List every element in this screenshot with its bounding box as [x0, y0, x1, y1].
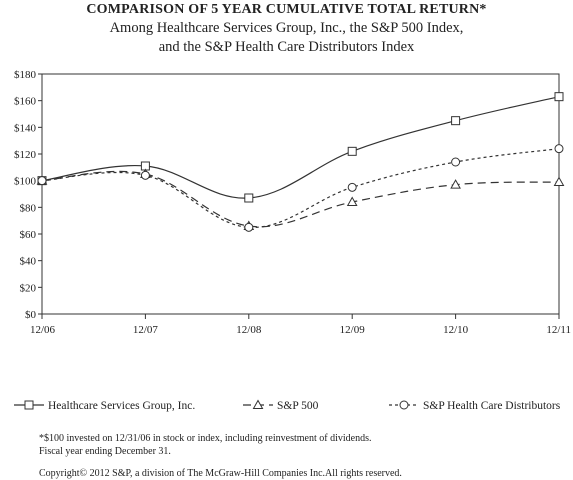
- data-point-healthcare-services-group: [451, 116, 461, 126]
- series-line-sp-health-care-distributors: [41, 148, 560, 228]
- y-tick-label: $160: [14, 96, 37, 108]
- x-tick-label: 12/07: [133, 324, 159, 336]
- y-tick-label: $0: [25, 309, 37, 321]
- copyright-notice: Copyright© 2012 S&P, a division of The M…: [39, 468, 402, 479]
- y-tick-label: $100: [14, 176, 37, 188]
- data-point-sp-health-care-distributors: [451, 157, 461, 167]
- y-tick-label: $20: [20, 282, 37, 294]
- legend-label-sp-health-care-distributors: S&P Health Care Distributors: [423, 400, 561, 412]
- chart-title: COMPARISON OF 5 YEAR CUMULATIVE TOTAL RE…: [86, 2, 487, 17]
- legend-label-sp-500: S&P 500: [277, 400, 319, 412]
- y-tick-label: $180: [14, 69, 37, 81]
- x-tick-label: 12/10: [443, 324, 469, 336]
- y-tick-label: $40: [20, 256, 37, 268]
- data-point-healthcare-services-group: [554, 92, 564, 102]
- data-point-healthcare-services-group: [347, 146, 357, 156]
- data-point-sp-500: [553, 176, 565, 186]
- x-tick-label: 12/11: [546, 324, 571, 336]
- x-tick-label: 12/09: [340, 324, 366, 336]
- chart-subtitle-line-2: and the S&P Health Care Distributors Ind…: [158, 39, 415, 55]
- data-point-sp-500: [450, 179, 461, 189]
- data-point-healthcare-services-group: [244, 193, 254, 203]
- data-point-sp-health-care-distributors: [37, 176, 47, 186]
- series-line-healthcare-services-group: [41, 96, 560, 199]
- x-tick-label: 12/08: [236, 324, 262, 336]
- y-tick-label: $60: [20, 229, 37, 241]
- data-point-sp-health-care-distributors: [554, 144, 564, 154]
- legend-marker-sp-500: [252, 399, 264, 409]
- y-tick-label: $120: [14, 149, 37, 161]
- plot-area-frame: [41, 73, 560, 315]
- data-point-sp-health-care-distributors: [244, 222, 254, 232]
- data-point-sp-health-care-distributors: [140, 170, 150, 180]
- y-tick-label: $140: [14, 122, 37, 134]
- legend-label-healthcare-services-group: Healthcare Services Group, Inc.: [48, 400, 195, 412]
- x-tick-label: 12/06: [30, 324, 56, 336]
- footnote-fiscal-year: Fiscal year ending December 31.: [39, 446, 171, 457]
- footnote-investment: *$100 invested on 12/31/06 in stock or i…: [39, 433, 372, 444]
- legend-marker-sp-health-care-distributors: [399, 400, 409, 410]
- y-tick-label: $80: [20, 202, 37, 214]
- chart-subtitle-line-1: Among Healthcare Services Group, Inc., t…: [109, 20, 464, 36]
- data-point-sp-500: [346, 196, 358, 206]
- series-line-sp-500: [41, 170, 560, 228]
- legend-marker-healthcare-services-group: [24, 400, 34, 410]
- data-point-sp-health-care-distributors: [347, 182, 357, 192]
